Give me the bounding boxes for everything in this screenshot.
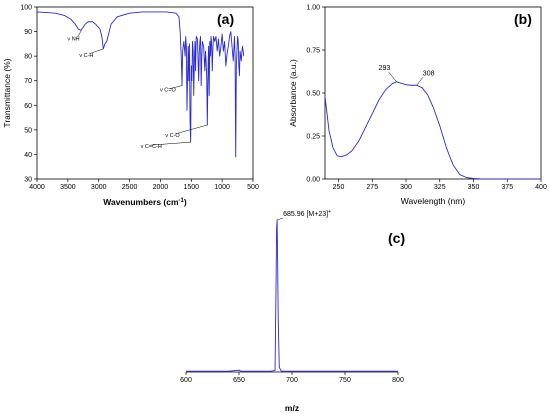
y-tick-label: 50	[24, 127, 32, 134]
panel-b-uvvis-chart: (b) Wavelength (nm) Absorbance (a.u.) 25…	[288, 5, 547, 207]
annotation-arrow	[277, 217, 284, 221]
x-tick-label: 350	[468, 184, 480, 191]
y-tick-label: 90	[24, 29, 32, 36]
annotation-label: 293	[379, 65, 391, 72]
y-tick-label: 1.00	[306, 5, 320, 12]
y-tick-label: 100	[20, 5, 32, 12]
x-tick-label: 2500	[122, 184, 138, 191]
x-tick-label: 275	[366, 184, 378, 191]
y-tick-label: 30	[24, 177, 32, 184]
annotation-arrow	[169, 85, 183, 89]
series-line	[36, 11, 245, 158]
x-tick-label: 250	[333, 184, 345, 191]
x-tick-label: 800	[392, 377, 404, 384]
annotation-arrow	[150, 141, 191, 146]
y-tick-label: 0.75	[306, 48, 320, 55]
x-tick-label: 3000	[91, 184, 107, 191]
panel-a-letter: (a)	[217, 11, 234, 27]
annotation-arrow	[77, 30, 82, 38]
annotation-label: ν NH	[67, 36, 79, 42]
annotation-label: ν C-H	[79, 53, 93, 59]
y-tick-label: 0.50	[306, 91, 320, 98]
x-tick-label: 500	[247, 184, 259, 191]
series-line	[186, 219, 398, 372]
x-tick-label: 600	[180, 377, 192, 384]
annotation-label: ν C=C-H	[141, 144, 162, 150]
panel-b-plot-area: 250 275 300 325 350 375 400 0.00 0.25 0.50 0.75 1.0…	[306, 5, 547, 192]
x-tick-label: 1500	[183, 184, 199, 191]
panel-a-x-axis-label: Wavenumbers (cm-1)	[103, 197, 187, 207]
x-tick-label: 750	[339, 377, 351, 384]
annotation-label: 308	[423, 70, 435, 77]
panel-b-letter: (b)	[514, 11, 532, 27]
panel-c-mass-spectrum-chart: (c) m/z 600 650 700 750 800 685.96 [M+23]+	[180, 209, 405, 413]
x-tick-label: 4000	[29, 184, 45, 191]
x-tick-label: 3500	[60, 184, 76, 191]
y-tick-label: 0.00	[306, 177, 320, 184]
annotation-arrow	[388, 71, 397, 82]
annotation-label: 685.96 [M+23]+	[283, 209, 331, 218]
y-tick-label: 60	[24, 103, 32, 110]
annotation-arrow	[89, 48, 104, 55]
x-tick-label: 2000	[153, 184, 169, 191]
panel-b-x-axis-label: Wavelength (nm)	[401, 196, 466, 206]
annotation-label: ν C=O	[160, 88, 176, 94]
x-tick-label: 650	[233, 377, 245, 384]
panel-a-ftir-chart: (a) Wavenumbers (cm-1) Transmittance (%)…	[2, 5, 259, 208]
panel-c-letter: (c)	[388, 230, 405, 246]
panel-b-y-axis-label: Absorbance (a.u.)	[288, 59, 298, 127]
x-tick-label: 300	[400, 184, 412, 191]
y-tick-label: 70	[24, 78, 32, 85]
x-tick-label: 400	[535, 184, 547, 191]
x-tick-label: 700	[286, 377, 298, 384]
x-tick-label: 1000	[214, 184, 230, 191]
annotation-arrow	[416, 77, 423, 86]
y-tick-label: 0.25	[306, 134, 320, 141]
panel-a-frame	[36, 6, 254, 180]
panel-b-frame	[324, 6, 542, 180]
panel-c-plot-area: 600 650 700 750 800 685.96 [M+23]+	[180, 209, 404, 384]
x-tick-label: 375	[501, 184, 513, 191]
panel-a-y-axis-label: Transmittance (%)	[2, 58, 12, 127]
panel-a-plot-area: 4000 3500 3000 2500 2000 1500 1000 500 30 40 50 60 7…	[20, 5, 259, 192]
y-tick-label: 40	[24, 152, 32, 159]
panel-c-x-axis-label: m/z	[285, 403, 299, 413]
annotation-label: ν C-O	[165, 133, 180, 139]
y-tick-label: 80	[24, 54, 32, 61]
series-line	[324, 81, 541, 180]
annotation-arrow	[175, 124, 208, 135]
x-tick-label: 325	[434, 184, 446, 191]
